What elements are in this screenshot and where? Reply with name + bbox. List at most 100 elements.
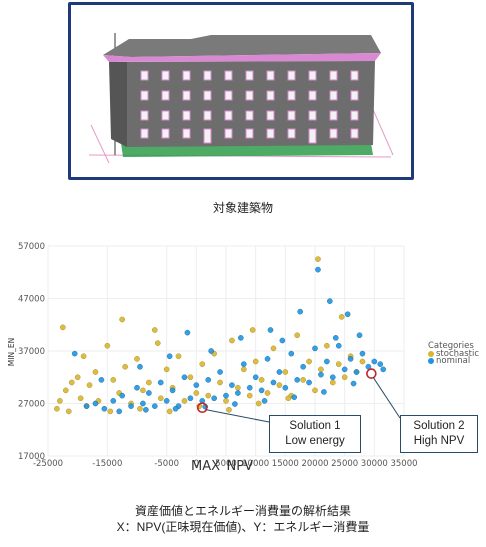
point-nominal: [315, 266, 321, 273]
solution1-callout: Solution 1 Low energy: [269, 415, 361, 453]
point-stochastic: [140, 387, 146, 394]
building-window: [182, 128, 191, 139]
building-window: [203, 70, 212, 81]
point-nominal: [235, 390, 241, 396]
point-stochastic: [122, 363, 128, 370]
building-window: [266, 110, 275, 121]
point-nominal: [151, 403, 158, 409]
building-window: [287, 70, 296, 81]
point-stochastic: [341, 374, 348, 381]
point-stochastic: [240, 366, 247, 373]
point-nominal: [169, 387, 176, 394]
building-caption: 対象建築物: [212, 201, 273, 215]
point-nominal: [270, 379, 277, 386]
point-nominal: [347, 356, 354, 362]
point-stochastic: [68, 379, 75, 386]
solution2-callout: Solution 2 High NPV: [400, 415, 478, 453]
building-window: [245, 70, 254, 81]
x-tick-label: -5000: [154, 459, 179, 469]
building-window: [182, 110, 191, 121]
point-nominal: [157, 379, 164, 386]
point-nominal: [163, 398, 170, 404]
x-tick-label: -25000: [33, 459, 63, 469]
point-nominal: [223, 392, 229, 399]
point-stochastic: [59, 324, 66, 331]
x-tick-label: 15000: [272, 459, 299, 469]
point-stochastic: [181, 398, 188, 404]
solution2-leader-line: [372, 377, 401, 419]
point-stochastic: [193, 390, 200, 396]
point-stochastic: [264, 390, 271, 396]
building-window: [161, 70, 170, 81]
point-nominal: [205, 377, 212, 383]
point-stochastic: [166, 408, 173, 415]
point-nominal: [377, 361, 384, 367]
point-nominal: [172, 405, 179, 412]
point-stochastic: [338, 314, 345, 320]
point-stochastic: [318, 366, 324, 373]
building-window: [329, 70, 338, 81]
point-stochastic: [282, 369, 289, 375]
building-window: [308, 70, 317, 81]
point-stochastic: [205, 392, 212, 399]
building-window: [203, 128, 212, 144]
point-nominal: [229, 382, 235, 388]
solution1-leader-line: [206, 409, 270, 423]
point-nominal: [258, 387, 265, 394]
x-tick-label: 5000: [215, 459, 237, 469]
building-window: [203, 90, 212, 101]
point-nominal: [306, 379, 312, 386]
point-nominal: [279, 337, 286, 344]
building-window: [245, 90, 254, 101]
legend-entry-stochastic: stochastic: [436, 349, 479, 359]
point-stochastic: [80, 353, 87, 360]
point-stochastic: [57, 398, 63, 404]
solution2-title: Solution 2: [413, 420, 465, 432]
point-stochastic: [92, 369, 99, 375]
building-window: [266, 70, 275, 81]
point-stochastic: [255, 400, 262, 407]
point-stochastic: [146, 379, 152, 386]
point-stochastic: [187, 374, 194, 381]
solution1-title: Solution 1: [289, 420, 341, 432]
point-nominal: [350, 380, 357, 387]
building-window: [329, 90, 338, 101]
building-window: [161, 128, 170, 139]
point-stochastic: [329, 379, 336, 386]
point-stochastic: [134, 356, 140, 362]
building-window: [224, 110, 233, 121]
building-window: [308, 90, 317, 101]
legend-swatch-stochastic: [428, 351, 434, 357]
point-stochastic: [163, 366, 170, 373]
building-window: [245, 128, 254, 139]
point-stochastic: [270, 345, 277, 352]
highlighted-solutions: [196, 368, 377, 413]
point-stochastic: [77, 395, 84, 402]
y-tick-label: 37000: [18, 347, 45, 357]
point-stochastic: [154, 340, 161, 346]
point-nominal: [356, 332, 363, 339]
building-window: [161, 110, 170, 121]
point-nominal: [208, 348, 215, 354]
point-nominal: [193, 382, 200, 388]
point-nominal: [146, 390, 152, 396]
point-nominal: [71, 350, 78, 357]
point-nominal: [321, 389, 327, 395]
building-window: [203, 110, 212, 121]
point-stochastic: [107, 408, 114, 415]
legend-title: Categories: [428, 341, 474, 351]
building-window: [329, 128, 338, 139]
point-nominal: [276, 369, 283, 375]
point-nominal: [329, 374, 336, 381]
point-stochastic: [62, 387, 69, 394]
point-nominal: [137, 363, 143, 370]
point-nominal: [143, 406, 149, 413]
analysis-caption-line2: X：NPV(正味現在価値)、Y：エネルギー消費量: [116, 520, 370, 534]
building-window: [161, 90, 170, 101]
scatter-chart: -25000 -15000 -5000 0 5000 10000 15000 20000 250…: [7, 242, 479, 472]
point-nominal: [116, 408, 123, 415]
point-nominal: [371, 358, 378, 365]
point-stochastic: [258, 377, 265, 383]
point-stochastic: [65, 408, 72, 415]
point-nominal: [300, 363, 306, 370]
